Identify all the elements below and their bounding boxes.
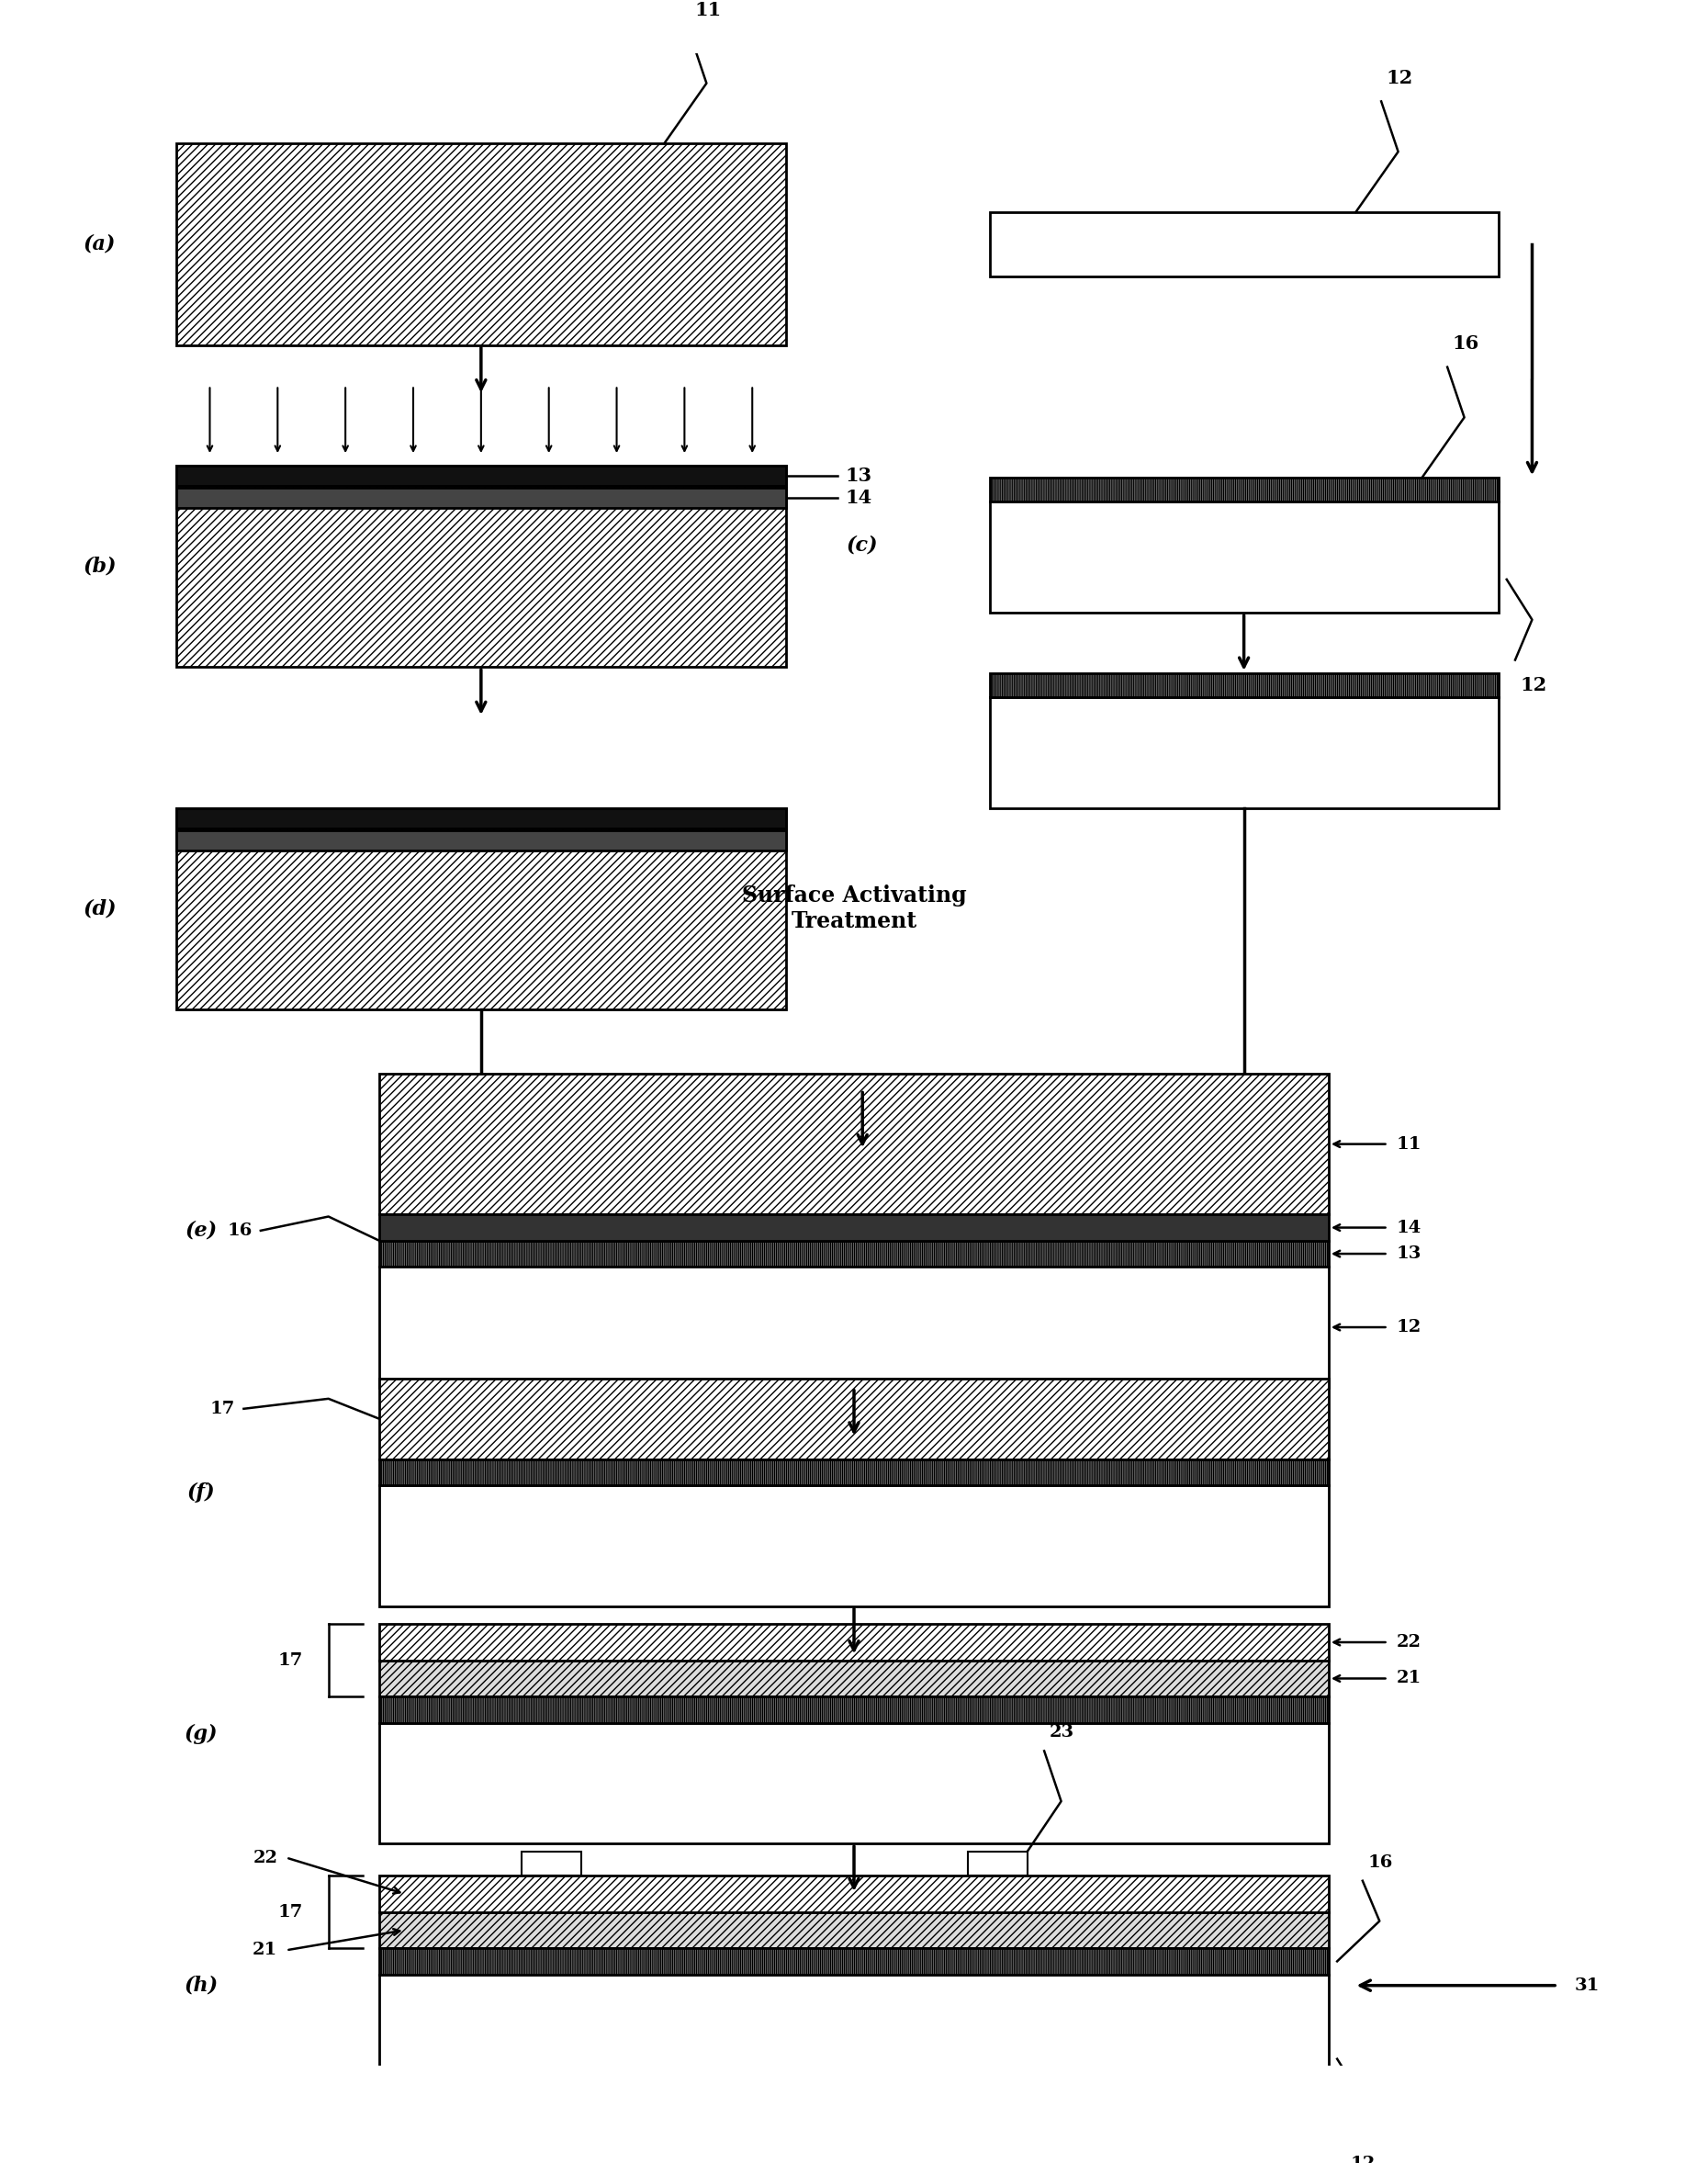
Text: 12: 12	[1397, 1319, 1421, 1335]
Text: 16: 16	[227, 1222, 253, 1239]
Text: (a): (a)	[84, 234, 116, 255]
Bar	[379, 1875, 1329, 1912]
Bar	[379, 1975, 1329, 2096]
Bar	[379, 1378, 1329, 1460]
Text: 17: 17	[278, 1903, 302, 1921]
Text: 14: 14	[845, 489, 873, 506]
Bar	[379, 1460, 1329, 1486]
Text: 11: 11	[1397, 1136, 1421, 1153]
Text: 22: 22	[253, 1849, 278, 1867]
Text: 12: 12	[1351, 2157, 1375, 2163]
Text: 17: 17	[278, 1653, 302, 1668]
Text: 16: 16	[1368, 1854, 1392, 1871]
Bar	[989, 696, 1498, 809]
Text: 31: 31	[1575, 1977, 1600, 1994]
Text: (f): (f)	[188, 1482, 215, 1503]
Bar	[521, 1852, 581, 1875]
Bar	[379, 1696, 1329, 1722]
Text: 14: 14	[1397, 1220, 1421, 1235]
Bar	[989, 212, 1498, 277]
Text: 13: 13	[845, 467, 873, 485]
Bar	[379, 1073, 1329, 1213]
Text: (h): (h)	[184, 1975, 219, 1996]
Bar	[379, 1624, 1329, 1661]
Bar	[379, 1912, 1329, 1949]
Bar	[989, 478, 1498, 502]
Bar	[379, 1661, 1329, 1696]
Text: Surface Activating
Treatment: Surface Activating Treatment	[741, 885, 967, 932]
Text: (b): (b)	[84, 556, 116, 578]
Bar	[379, 1268, 1329, 1389]
Bar	[379, 1242, 1329, 1268]
Text: (g): (g)	[184, 1724, 219, 1743]
Text: 23: 23	[1049, 1724, 1074, 1741]
Bar	[176, 143, 786, 344]
Text: 12: 12	[1520, 677, 1547, 694]
Text: 17: 17	[210, 1399, 236, 1417]
Bar	[176, 809, 786, 828]
Bar	[379, 1949, 1329, 1975]
Bar	[176, 465, 786, 666]
Bar	[379, 1213, 1329, 1242]
Bar	[176, 831, 786, 850]
Bar	[968, 1852, 1027, 1875]
Bar	[176, 809, 786, 1010]
Bar	[379, 1722, 1329, 1843]
Bar	[989, 673, 1498, 696]
Text: (e): (e)	[184, 1220, 217, 1242]
Bar	[379, 1486, 1329, 1605]
Text: 12: 12	[1387, 69, 1413, 87]
Bar	[176, 465, 786, 487]
Bar	[176, 489, 786, 508]
Bar	[989, 502, 1498, 612]
Text: 21: 21	[1397, 1670, 1421, 1687]
Text: (c): (c)	[847, 534, 878, 556]
Text: 13: 13	[1397, 1246, 1421, 1261]
Text: 22: 22	[1397, 1633, 1421, 1650]
Text: 11: 11	[695, 0, 721, 19]
Text: 16: 16	[1452, 335, 1479, 353]
Text: 21: 21	[253, 1942, 278, 1958]
Text: (d): (d)	[84, 898, 116, 919]
